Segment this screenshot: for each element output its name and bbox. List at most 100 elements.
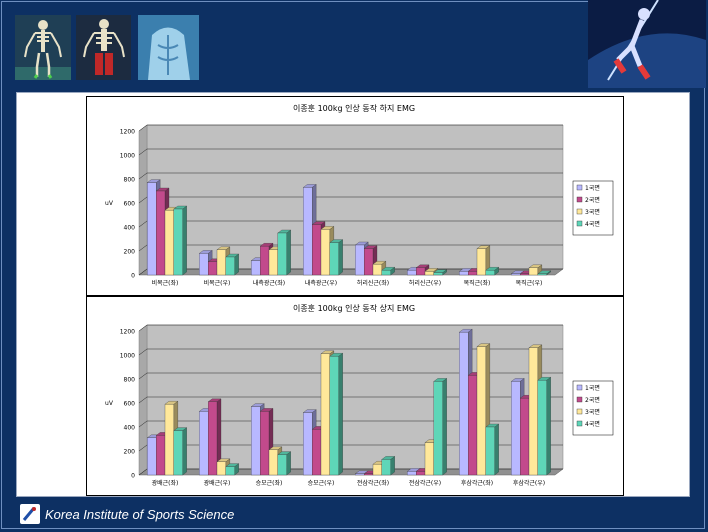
bar bbox=[312, 429, 322, 476]
bar bbox=[416, 267, 426, 276]
bar bbox=[164, 210, 174, 276]
bar-side bbox=[546, 376, 551, 476]
legend-label: 1국면 bbox=[585, 184, 600, 192]
y-tick-label: 200 bbox=[124, 249, 136, 256]
x-tick-label: 허리신근(우) bbox=[409, 279, 441, 287]
bar bbox=[364, 473, 374, 476]
gridline bbox=[138, 244, 563, 252]
bar bbox=[459, 332, 469, 476]
legend-swatch bbox=[576, 396, 583, 403]
bar bbox=[355, 473, 365, 476]
x-tick-label: 광배근(우) bbox=[204, 479, 231, 487]
bar bbox=[537, 380, 547, 476]
legend-label: 1국면 bbox=[585, 384, 600, 392]
y-axis-label: uV bbox=[105, 200, 114, 207]
bar bbox=[216, 461, 226, 476]
bar bbox=[173, 208, 183, 276]
lower-limb-emg-chart: 이종훈 100kg 인상 동작 하지 EMG 0 200 400 600 800 1000 1… bbox=[86, 96, 624, 296]
bar bbox=[511, 381, 521, 476]
bar bbox=[476, 346, 486, 476]
bar bbox=[416, 471, 426, 476]
bar bbox=[329, 356, 339, 476]
y-tick-label: 800 bbox=[124, 377, 136, 384]
y-tick-label: 600 bbox=[124, 201, 136, 208]
bar bbox=[320, 353, 330, 476]
chart-title: 이종훈 100kg 인상 동작 하지 EMG bbox=[293, 103, 415, 113]
bar bbox=[520, 398, 530, 476]
y-tick-label: 1200 bbox=[120, 129, 135, 136]
gridline bbox=[138, 348, 563, 356]
bar bbox=[459, 271, 469, 276]
bar bbox=[320, 229, 330, 276]
legend-label: 2국면 bbox=[585, 196, 600, 204]
x-tick-label: 복직근(좌) bbox=[464, 279, 491, 287]
x-tick-label: 전삼각근(좌) bbox=[357, 479, 389, 487]
bar bbox=[147, 437, 157, 476]
bar-side bbox=[494, 423, 499, 476]
gridline bbox=[138, 172, 563, 180]
gridline bbox=[138, 420, 563, 428]
bar bbox=[199, 253, 209, 276]
legend-swatch bbox=[576, 208, 583, 215]
legend-label: 4국면 bbox=[585, 420, 600, 428]
bar-side bbox=[286, 451, 291, 476]
bar bbox=[329, 242, 339, 276]
bar bbox=[407, 471, 417, 476]
bar bbox=[407, 270, 417, 276]
y-tick-label: 600 bbox=[124, 401, 136, 408]
x-tick-label: 승모근(우) bbox=[308, 480, 335, 487]
bar bbox=[303, 187, 313, 276]
bar bbox=[537, 273, 547, 276]
bar bbox=[372, 264, 382, 276]
torso-anatomy-image bbox=[138, 15, 199, 80]
y-tick-label: 800 bbox=[124, 177, 136, 184]
bar bbox=[251, 406, 261, 476]
y-axis-label: uV bbox=[105, 400, 114, 407]
institute-name: Korea Institute of Sports Science bbox=[45, 507, 235, 522]
y-tick-label: 0 bbox=[131, 473, 135, 480]
bar bbox=[468, 375, 478, 476]
x-tick-label: 허리신근(좌) bbox=[357, 279, 389, 287]
legend-swatch bbox=[576, 420, 583, 427]
x-tick-label: 복직근(우) bbox=[516, 280, 543, 287]
bar bbox=[381, 459, 391, 476]
bar bbox=[225, 256, 235, 276]
bar-side bbox=[442, 378, 447, 476]
bar bbox=[173, 430, 183, 476]
bar bbox=[303, 412, 313, 476]
x-tick-label: 비복근(우) bbox=[204, 279, 231, 287]
x-tick-label: 승모근(좌) bbox=[256, 479, 283, 487]
bar bbox=[381, 270, 391, 276]
bar bbox=[433, 272, 443, 276]
bar bbox=[199, 411, 209, 476]
runner-photo-image bbox=[588, 0, 706, 88]
y-tick-label: 400 bbox=[124, 225, 136, 232]
bar bbox=[208, 401, 218, 476]
bar-side bbox=[182, 205, 187, 276]
skeleton-muscle-image bbox=[76, 15, 131, 80]
bar bbox=[147, 182, 157, 276]
bar-side bbox=[338, 352, 343, 476]
y-tick-label: 200 bbox=[124, 449, 136, 456]
x-tick-label: 광배근(좌) bbox=[152, 479, 179, 487]
bar bbox=[433, 381, 443, 476]
bar bbox=[268, 249, 278, 276]
gridline bbox=[138, 196, 563, 204]
bar bbox=[277, 454, 287, 476]
legend-swatch bbox=[576, 408, 583, 415]
bar bbox=[208, 261, 218, 276]
bar bbox=[511, 273, 521, 276]
legend-swatch bbox=[576, 384, 583, 391]
y-tick-label: 1200 bbox=[120, 329, 135, 336]
bar-side bbox=[338, 239, 343, 276]
bar bbox=[364, 248, 374, 276]
legend-swatch bbox=[576, 196, 583, 203]
gridline bbox=[138, 372, 563, 380]
y-tick-label: 0 bbox=[131, 273, 135, 280]
chart-title: 이종훈 100kg 인상 동작 상지 EMG bbox=[293, 303, 415, 313]
bar bbox=[260, 411, 270, 476]
legend-swatch bbox=[576, 220, 583, 227]
x-tick-label: 내측광근(우) bbox=[305, 279, 337, 287]
bar bbox=[251, 260, 261, 276]
